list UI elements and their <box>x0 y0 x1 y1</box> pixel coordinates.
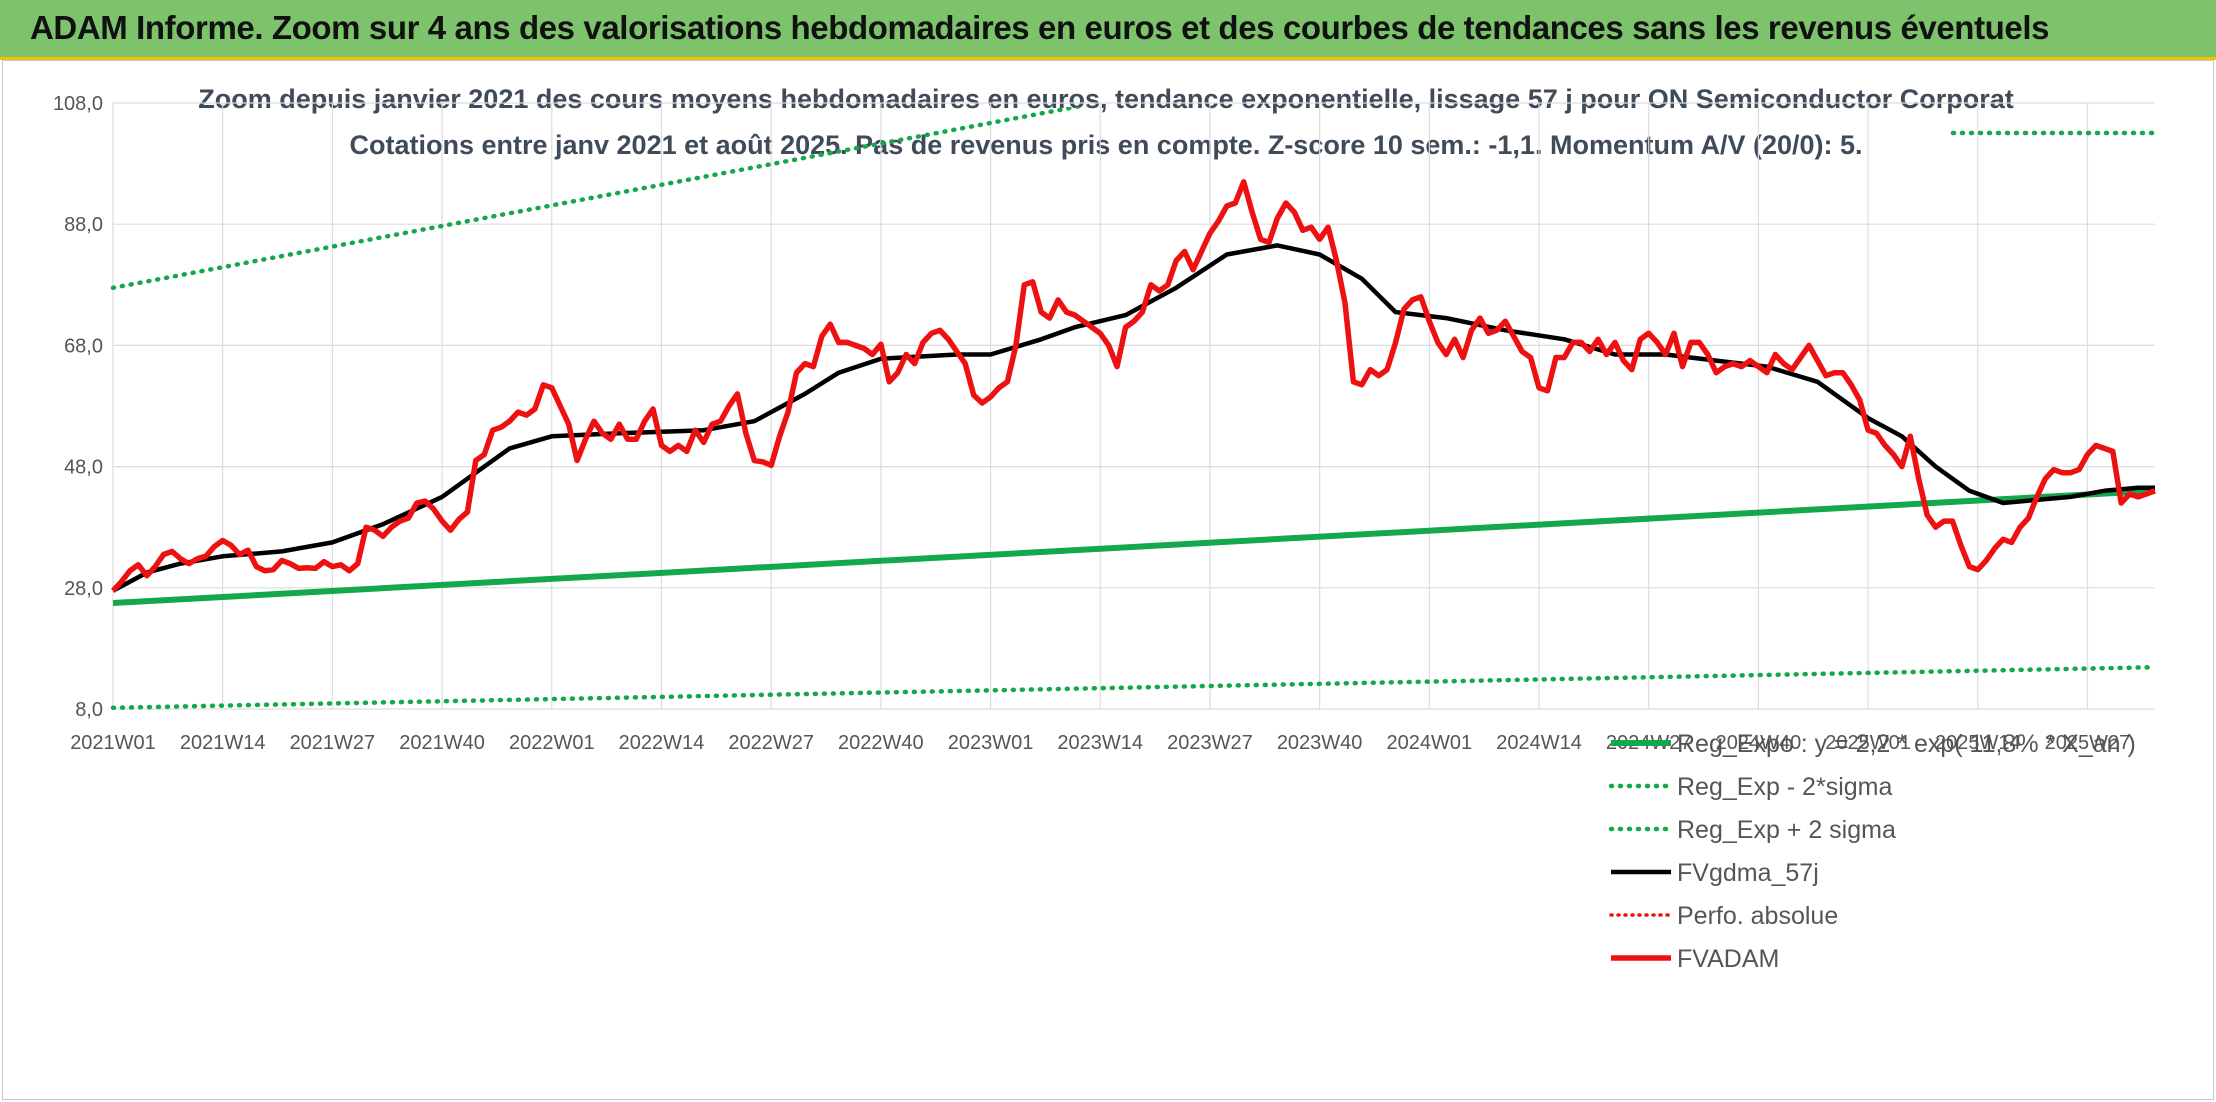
x-tick-label: 2023W14 <box>1057 732 1143 754</box>
x-tick-label: 2025W27 <box>2045 732 2131 754</box>
y-tick-label: 48,0 <box>64 457 103 479</box>
y-tick-label: 88,0 <box>64 214 103 236</box>
legend-label: Perfo. absolue <box>1677 902 1838 930</box>
series-layer <box>110 107 2158 711</box>
x-tick-label: 2024W14 <box>1496 732 1582 754</box>
x-tick-label: 2021W27 <box>290 732 376 754</box>
y-tick-label: 28,0 <box>64 578 103 600</box>
x-tick-label: 2025W14 <box>1935 732 2021 754</box>
report-title: ADAM Informe. Zoom sur 4 ans des valoris… <box>30 9 2050 46</box>
x-tick-label: 2021W14 <box>180 732 266 754</box>
x-tick-label: 2023W40 <box>1277 732 1363 754</box>
x-tick-label: 2025W01 <box>1825 732 1911 754</box>
x-tick-label: 2021W01 <box>70 732 156 754</box>
x-tick-label: 2022W14 <box>619 732 705 754</box>
x-tick-label: 2022W40 <box>838 732 924 754</box>
chart: Zoom depuis janvier 2021 des cours moyen… <box>53 84 2158 973</box>
legend-label: Reg_Exp - 2*sigma <box>1677 773 1892 801</box>
y-tick-label: 68,0 <box>64 335 103 357</box>
series-price <box>110 179 2156 593</box>
y-tick-label: 108,0 <box>53 93 103 115</box>
x-tick-label: 2023W27 <box>1167 732 1253 754</box>
x-tick-label: 2024W40 <box>1716 732 1802 754</box>
legend-label: FVgdma_57j <box>1677 859 1819 887</box>
chart-subtitle: Cotations entre janv 2021 et août 2025. … <box>349 130 1862 160</box>
chart-frame: Zoom depuis janvier 2021 des cours moyen… <box>2 60 2214 1100</box>
y-tick-label: 8,0 <box>75 699 103 721</box>
series-band_low <box>110 664 2158 711</box>
series-smooth <box>111 243 2155 593</box>
axes: 108,0 88,0 68,0 48,0 28,0 8,0 2021W01 2021W14 20… <box>53 93 2130 754</box>
x-tick-label: 2021W40 <box>399 732 485 754</box>
x-tick-label: 2024W01 <box>1387 732 1473 754</box>
chart-title: Zoom depuis janvier 2021 des cours moyen… <box>198 84 2014 114</box>
legend-label: Reg_Expo : y = 2,2 * exp( 11,8% * X_an ) <box>1677 730 2136 758</box>
grid <box>112 102 2155 710</box>
series-trend <box>112 487 2156 606</box>
x-tick-label: 2022W01 <box>509 732 595 754</box>
x-tick-label: 2023W01 <box>948 732 1034 754</box>
legend-label: Reg_Exp + 2 sigma <box>1677 816 1896 844</box>
legend-label: FVADAM <box>1677 945 1779 973</box>
x-tick-label: 2022W27 <box>728 732 814 754</box>
report-header: ADAM Informe. Zoom sur 4 ans des valoris… <box>0 0 2216 60</box>
legend: Reg_Expo : y = 2,2 * exp( 11,8% * X_an )… <box>1608 130 2156 973</box>
